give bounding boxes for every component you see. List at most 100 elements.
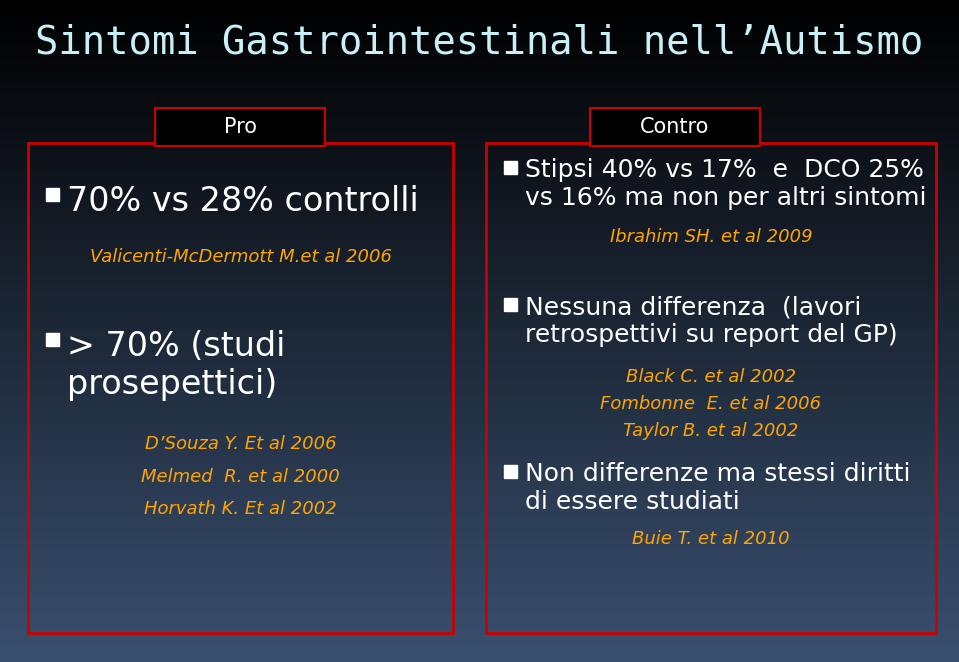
- Bar: [0, 348, 959, 351]
- Bar: [0, 473, 959, 477]
- Bar: [0, 430, 959, 434]
- Bar: [0, 298, 959, 301]
- Bar: [0, 0, 959, 3]
- Bar: [0, 652, 959, 655]
- Bar: [0, 341, 959, 344]
- Bar: [0, 235, 959, 238]
- Bar: [0, 132, 959, 136]
- Bar: [0, 639, 959, 642]
- Bar: [0, 159, 959, 162]
- Text: D’Souza Y. Et al 2006: D’Souza Y. Et al 2006: [145, 435, 337, 453]
- Bar: [0, 377, 959, 381]
- Bar: [0, 536, 959, 540]
- Text: Stipsi 40% vs 17%  e  DCO 25%
vs 16% ma non per altri sintomi: Stipsi 40% vs 17% e DCO 25% vs 16% ma no…: [525, 158, 926, 210]
- Bar: [0, 553, 959, 556]
- Bar: [0, 470, 959, 473]
- Bar: [0, 301, 959, 305]
- Bar: [0, 13, 959, 17]
- Bar: [0, 367, 959, 371]
- Bar: [0, 599, 959, 602]
- Bar: [0, 278, 959, 281]
- Bar: [0, 357, 959, 361]
- Bar: [0, 17, 959, 20]
- Text: > 70% (studi
prosepettici): > 70% (studi prosepettici): [67, 330, 286, 401]
- Text: Valicenti-McDermott M.et al 2006: Valicenti-McDermott M.et al 2006: [89, 248, 391, 266]
- Bar: [0, 285, 959, 288]
- Bar: [0, 295, 959, 298]
- Bar: [0, 559, 959, 563]
- Bar: [0, 622, 959, 626]
- Bar: [0, 116, 959, 119]
- Bar: [0, 500, 959, 503]
- Bar: [0, 96, 959, 99]
- Bar: [0, 526, 959, 530]
- Bar: [0, 46, 959, 50]
- Text: Non differenze ma stessi diritti
di essere studiati: Non differenze ma stessi diritti di esse…: [525, 462, 910, 514]
- Bar: [0, 384, 959, 387]
- Text: Taylor B. et al 2002: Taylor B. et al 2002: [623, 422, 799, 440]
- Bar: [0, 324, 959, 328]
- Bar: [0, 351, 959, 354]
- Bar: [0, 626, 959, 629]
- Bar: [0, 523, 959, 526]
- Bar: [0, 503, 959, 506]
- Bar: [0, 477, 959, 480]
- Bar: [0, 609, 959, 612]
- Bar: [0, 149, 959, 152]
- Bar: [0, 569, 959, 573]
- Bar: [0, 248, 959, 252]
- Bar: [0, 381, 959, 384]
- Bar: [0, 152, 959, 156]
- Bar: [0, 142, 959, 146]
- Bar: [0, 146, 959, 149]
- Bar: [0, 156, 959, 159]
- Bar: [0, 487, 959, 490]
- Bar: [0, 281, 959, 285]
- Bar: [0, 543, 959, 546]
- Bar: [0, 496, 959, 500]
- Text: Buie T. et al 2010: Buie T. et al 2010: [632, 530, 790, 548]
- Bar: [0, 261, 959, 265]
- Bar: [0, 275, 959, 278]
- Bar: [0, 401, 959, 404]
- Bar: [0, 175, 959, 179]
- Bar: [0, 40, 959, 43]
- Bar: [0, 589, 959, 592]
- Text: Black C. et al 2002: Black C. et al 2002: [626, 368, 796, 386]
- Bar: [0, 139, 959, 142]
- Bar: [0, 463, 959, 467]
- Bar: [0, 288, 959, 291]
- Bar: [0, 258, 959, 261]
- Bar: [0, 242, 959, 245]
- Bar: [0, 592, 959, 596]
- Bar: [0, 563, 959, 566]
- Bar: [0, 549, 959, 553]
- Bar: [0, 26, 959, 30]
- Bar: [0, 440, 959, 444]
- Bar: [0, 314, 959, 318]
- Bar: [0, 252, 959, 255]
- Bar: [0, 305, 959, 308]
- Bar: [0, 334, 959, 338]
- Bar: [46, 188, 59, 201]
- Bar: [0, 387, 959, 391]
- Bar: [0, 73, 959, 76]
- Text: Horvath K. Et al 2002: Horvath K. Et al 2002: [144, 500, 337, 518]
- Bar: [0, 93, 959, 96]
- Bar: [0, 255, 959, 258]
- Bar: [0, 632, 959, 636]
- Bar: [0, 70, 959, 73]
- Bar: [0, 79, 959, 83]
- Bar: [504, 298, 517, 311]
- Bar: [0, 23, 959, 26]
- Bar: [0, 60, 959, 63]
- Text: Sintomi Gastrointestinali nell’Autismo: Sintomi Gastrointestinali nell’Autismo: [35, 23, 924, 61]
- Bar: [0, 185, 959, 189]
- Bar: [0, 645, 959, 649]
- Bar: [0, 655, 959, 659]
- Bar: [0, 602, 959, 606]
- Bar: [0, 238, 959, 242]
- Bar: [0, 119, 959, 122]
- Bar: [0, 444, 959, 447]
- Bar: [0, 3, 959, 7]
